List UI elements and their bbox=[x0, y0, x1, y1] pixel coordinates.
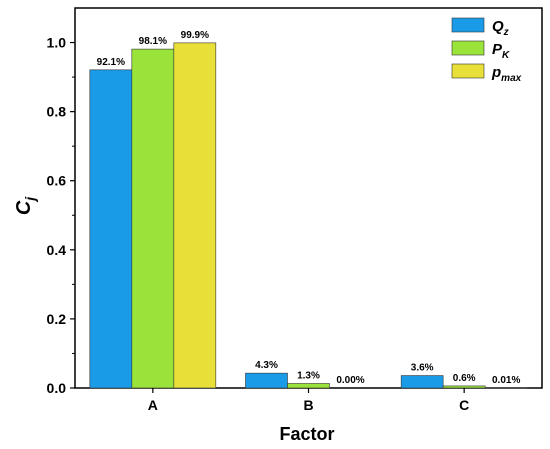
data-label-PK-A: 98.1% bbox=[139, 36, 167, 47]
legend-label-sub: z bbox=[503, 27, 509, 38]
bar-Qz-B bbox=[245, 372, 288, 389]
data-label-pmax-C: 0.01% bbox=[492, 375, 520, 386]
y-tick-label: 0.2 bbox=[47, 311, 67, 327]
legend-label-sub: max bbox=[501, 73, 521, 84]
data-label-pmax-B: 0.00% bbox=[336, 375, 364, 386]
legend-label-PK: PK bbox=[492, 41, 510, 61]
y-tick-label: 1.0 bbox=[47, 35, 67, 51]
legend-swatch-pmax bbox=[451, 63, 485, 79]
data-label-PK-B: 1.3% bbox=[297, 371, 320, 382]
x-tick-label-C: C bbox=[459, 397, 469, 413]
bar-PK-C bbox=[442, 385, 486, 389]
y-axis-title-main: C bbox=[13, 200, 35, 215]
legend-label-main: p bbox=[491, 64, 501, 81]
bar-Qz-A bbox=[89, 69, 133, 389]
x-axis-title: Factor bbox=[279, 424, 334, 444]
data-label-Qz-A: 92.1% bbox=[97, 57, 125, 68]
data-label-Qz-C: 3.6% bbox=[411, 363, 434, 374]
y-tick-label: 0.0 bbox=[47, 380, 67, 396]
bar-Qz-C bbox=[400, 375, 444, 389]
y-tick-label: 0.6 bbox=[47, 173, 67, 189]
axes: 0.0 0.2 0.4 0.6 0.8 1.0 A B C bbox=[47, 35, 470, 413]
legend-label-main: Q bbox=[492, 18, 504, 35]
data-labels: 92.1% 98.1% 99.9% 4.3% 1.3% 0.00% 3.6% 0.6% 0.01… bbox=[97, 30, 521, 386]
legend-label-main: P bbox=[492, 41, 503, 58]
data-label-Qz-B: 4.3% bbox=[255, 360, 278, 371]
bar-PK-B bbox=[287, 383, 330, 389]
bar-pmax-A bbox=[173, 42, 217, 389]
x-tick-label-B: B bbox=[303, 397, 313, 413]
legend-swatch-PK bbox=[451, 40, 485, 56]
legend-swatch-Qz bbox=[451, 17, 485, 33]
legend-label-sub: K bbox=[502, 50, 510, 61]
bars bbox=[89, 42, 528, 389]
bar-PK-A bbox=[131, 48, 175, 389]
legend-label-pmax: pmax bbox=[491, 64, 522, 84]
y-axis-title-sub: j bbox=[22, 196, 38, 203]
y-axis-title: Cj bbox=[13, 196, 38, 215]
data-label-pmax-A: 99.9% bbox=[181, 30, 209, 41]
y-tick-label: 0.4 bbox=[47, 242, 67, 258]
y-tick-label: 0.8 bbox=[47, 104, 67, 120]
legend-label-Qz: Qz bbox=[492, 18, 509, 38]
data-label-PK-C: 0.6% bbox=[453, 373, 476, 384]
x-tick-label-A: A bbox=[148, 397, 158, 413]
